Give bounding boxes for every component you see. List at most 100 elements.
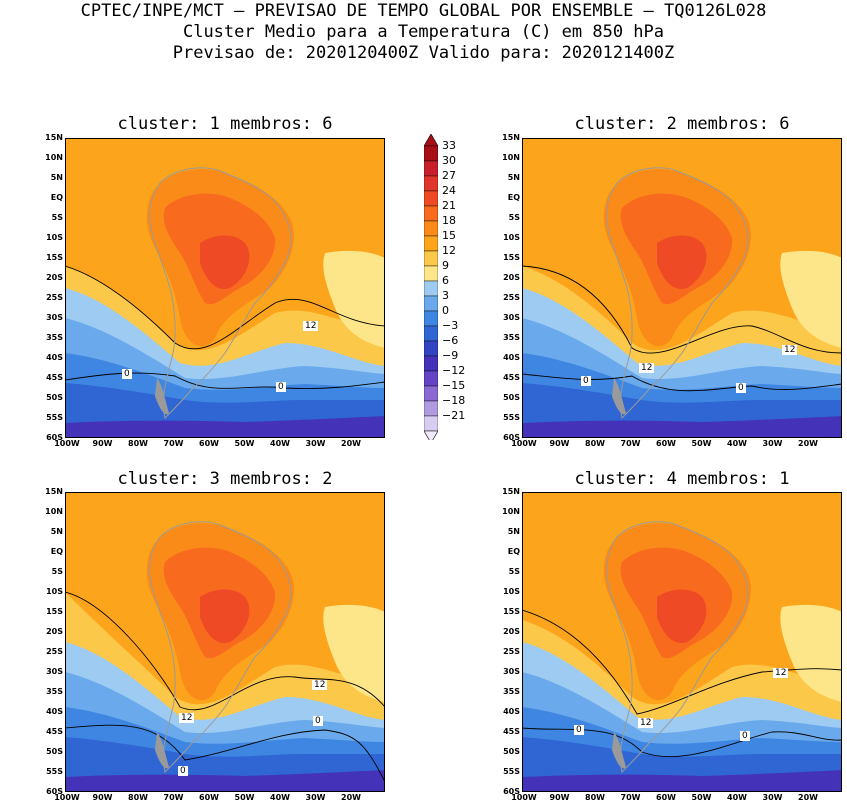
lon-tick-label: 20W xyxy=(798,439,818,448)
lat-tick-label: 45S xyxy=(46,373,63,382)
lat-tick-label: 35S xyxy=(503,687,520,696)
colorbar-segment xyxy=(424,250,438,267)
contour-label: 0 xyxy=(178,766,188,776)
lat-tick-label: 10N xyxy=(502,507,520,516)
lat-tick-label: 15N xyxy=(45,133,63,142)
contour-label: 0 xyxy=(581,376,591,386)
lat-tick-label: EQ xyxy=(507,547,520,556)
map-shape xyxy=(657,589,707,643)
colorbar-label: −3 xyxy=(442,319,459,332)
lat-tick-label: EQ xyxy=(50,193,63,202)
map-shape xyxy=(522,416,842,438)
contour-label: 0 xyxy=(276,382,286,392)
colorbar-label: −6 xyxy=(442,334,459,347)
lat-tick-label: 55S xyxy=(503,767,520,776)
contour-label: 12 xyxy=(782,345,798,355)
lat-tick-label: 40S xyxy=(503,707,520,716)
colorbar-segment xyxy=(424,145,438,162)
lat-tick-label: 35S xyxy=(503,333,520,342)
lat-tick-label: 15S xyxy=(503,607,520,616)
map-svg-1 xyxy=(65,138,385,438)
lat-tick-label: 50S xyxy=(46,747,63,756)
lon-tick-label: 70W xyxy=(163,793,184,802)
colorbar-segment xyxy=(424,415,438,432)
map-shape xyxy=(149,521,292,773)
map-shape xyxy=(522,265,842,354)
contour-label: 0 xyxy=(740,731,750,741)
colorbar-label: −12 xyxy=(442,364,466,377)
lon-tick-label: 60W xyxy=(199,439,219,448)
panel-title-4: cluster: 4 membros: 1 xyxy=(574,469,790,489)
lat-tick-label: 45S xyxy=(46,727,63,736)
lon-tick-label: 50W xyxy=(691,793,712,802)
lon-tick-label: 70W xyxy=(620,793,641,802)
colorbar-segment xyxy=(424,400,438,417)
lon-tick-label: 60W xyxy=(656,793,676,802)
map-shape xyxy=(612,378,626,415)
lon-tick-label: 30W xyxy=(762,793,783,802)
header-line-1: CPTEC/INPE/MCT – PREVISAO DE TEMPO GLOBA… xyxy=(80,1,767,21)
contour-label: 0 xyxy=(736,383,746,393)
lon-tick-label: 30W xyxy=(305,793,326,802)
colorbar-segment xyxy=(424,280,438,297)
lon-tick-label: 40W xyxy=(727,439,747,448)
lon-tick-label: 90W xyxy=(549,793,570,802)
lat-tick-label: 45S xyxy=(503,727,520,736)
lat-tick-label: 40S xyxy=(503,353,520,362)
lon-tick-label: 90W xyxy=(549,439,570,448)
map-shape xyxy=(657,235,707,289)
lon-tick-label: 40W xyxy=(270,793,290,802)
lon-tick-label: 90W xyxy=(92,793,113,802)
map-shape xyxy=(522,770,842,792)
contour-label: 12 xyxy=(303,321,319,331)
colorbar-label: 24 xyxy=(442,184,456,197)
colorbar-label: 21 xyxy=(442,199,456,212)
lat-tick-label: 60S xyxy=(503,433,520,442)
lat-tick-label: 5S xyxy=(51,213,63,222)
colorbar-segment xyxy=(424,205,438,222)
lon-tick-label: 30W xyxy=(305,439,326,448)
lat-tick-label: 35S xyxy=(46,333,63,342)
lat-tick-label: 40S xyxy=(46,353,63,362)
lat-tick-label: 30S xyxy=(503,313,520,322)
lat-tick-label: 25S xyxy=(46,647,63,656)
lon-tick-label: 30W xyxy=(762,439,783,448)
lat-tick-label: 5N xyxy=(50,173,63,182)
lat-tick-label: 55S xyxy=(503,413,520,422)
lat-tick-label: EQ xyxy=(507,193,520,202)
map-panel-1 xyxy=(65,138,385,438)
map-shape xyxy=(606,167,749,419)
panel-title-2: cluster: 2 membros: 6 xyxy=(574,114,790,134)
map-shape xyxy=(323,604,385,702)
map-shape xyxy=(65,770,385,792)
lat-tick-label: 20S xyxy=(46,273,63,282)
colorbar-label: 30 xyxy=(442,154,456,167)
lon-tick-label: 80W xyxy=(128,439,148,448)
colorbar-svg xyxy=(424,134,438,440)
lon-tick-label: 40W xyxy=(270,439,290,448)
lat-tick-label: 5S xyxy=(508,213,520,222)
lat-tick-label: 15S xyxy=(46,607,63,616)
colorbar-label: −9 xyxy=(442,349,459,362)
lon-tick-label: 100W xyxy=(54,793,80,802)
lat-tick-label: 50S xyxy=(503,393,520,402)
lon-tick-label: 100W xyxy=(511,793,537,802)
lat-tick-label: 45S xyxy=(503,373,520,382)
lon-tick-label: 20W xyxy=(798,793,818,802)
lat-tick-label: 30S xyxy=(46,313,63,322)
lat-tick-label: 5N xyxy=(507,173,520,182)
map-shape xyxy=(149,167,292,419)
lat-tick-label: 5N xyxy=(507,527,520,536)
lat-tick-label: 20S xyxy=(46,627,63,636)
map-shape xyxy=(522,609,842,715)
lat-tick-label: 50S xyxy=(503,747,520,756)
lat-tick-label: 30S xyxy=(46,667,63,676)
lat-tick-label: 60S xyxy=(503,787,520,796)
lat-tick-label: 25S xyxy=(46,293,63,302)
lat-tick-label: 10S xyxy=(503,233,520,242)
header-line-2: Cluster Medio para a Temperatura (C) em … xyxy=(182,22,665,42)
panel-title-3: cluster: 3 membros: 2 xyxy=(117,469,333,489)
contour-label: 0 xyxy=(313,716,323,726)
map-shape xyxy=(155,732,169,769)
map-shape xyxy=(200,235,250,289)
